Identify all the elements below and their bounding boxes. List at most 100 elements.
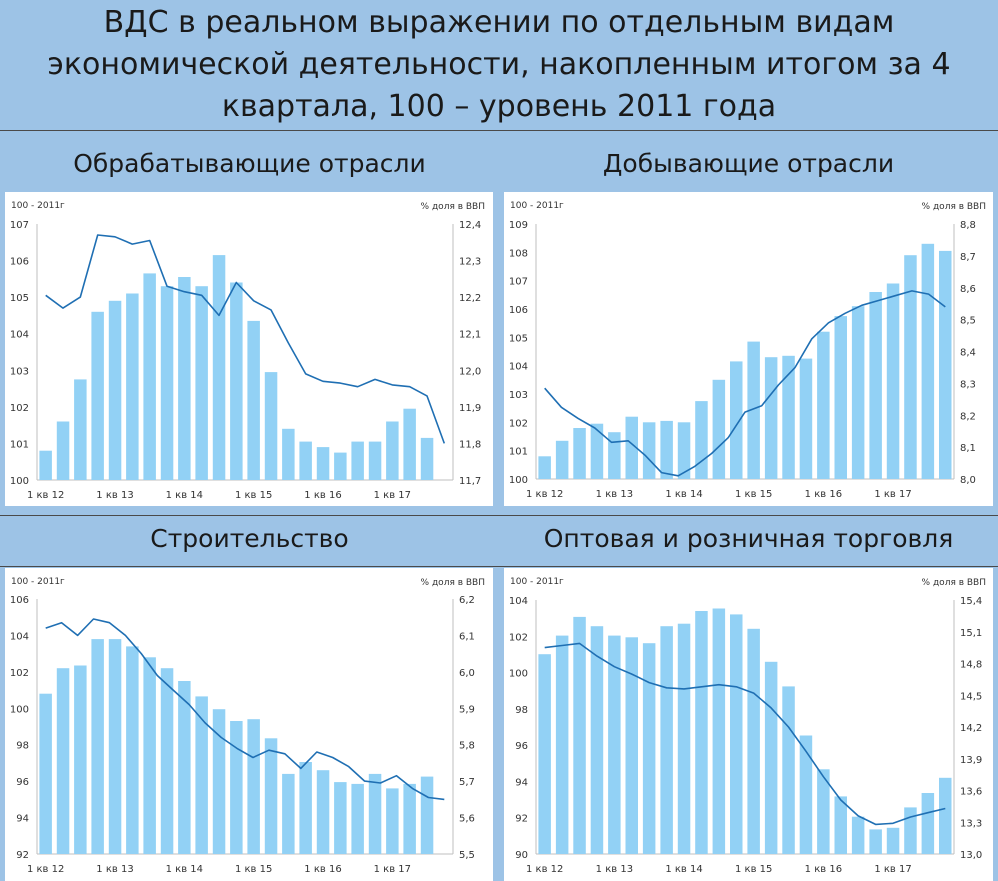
- x-tick-label: 1 кв 17: [874, 864, 911, 875]
- x-tick-label: 1 кв 14: [665, 489, 702, 500]
- y2-tick-label: 8,8: [960, 220, 976, 231]
- x-tick-label: 1 кв 15: [735, 864, 772, 875]
- y2-tick-label: 14,8: [960, 660, 982, 671]
- y-tick-label: 104: [10, 330, 29, 341]
- y2-tick-label: 14,5: [960, 691, 982, 702]
- bar: [178, 681, 191, 854]
- bar: [799, 735, 813, 854]
- bar: [625, 416, 638, 479]
- bar: [264, 738, 278, 854]
- bar: [904, 807, 917, 854]
- x-tick-label: 1 кв 16: [805, 489, 842, 500]
- x-tick-label: 1 кв 17: [374, 864, 411, 875]
- x-tick-label: 1 кв 12: [27, 864, 64, 875]
- y2-tick-label: 12,0: [459, 366, 481, 377]
- bar: [299, 762, 312, 854]
- bar: [195, 286, 208, 480]
- chart-title-trade: Оптовая и розничная торговля: [543, 523, 954, 553]
- chart-construction: 100 - 2011г % доля в ВВП 92 94 96 98 100 102 104…: [10, 577, 485, 875]
- x-tick-label: 1 кв 13: [596, 489, 633, 500]
- y-tick-label: 101: [509, 447, 528, 458]
- bar: [108, 639, 122, 854]
- y-tick-label: 102: [10, 668, 29, 679]
- x-tick-label: 1 кв 12: [27, 490, 64, 501]
- bar: [625, 637, 638, 854]
- bar: [730, 614, 743, 854]
- y2-tick-label: 12,1: [459, 330, 481, 341]
- chart-manufacturing: 100 - 2011г % доля в ВВП 100 101 102 103 104 10…: [10, 201, 485, 501]
- bar: [677, 623, 691, 854]
- bar: [420, 776, 434, 854]
- bar: [195, 696, 208, 854]
- bar: [851, 816, 865, 854]
- chart-title-construction: Строительство: [150, 523, 349, 553]
- bar: [368, 441, 382, 480]
- right-axis-caption: % доля в ВВП: [922, 578, 986, 588]
- chart-panel-manufacturing: 100 - 2011г % доля в ВВП 100 101 102 103 104 10…: [5, 192, 493, 506]
- y2-tick-label: 15,1: [960, 628, 982, 639]
- bar: [160, 286, 174, 480]
- y-tick-label: 98: [16, 741, 29, 752]
- bar: [56, 421, 70, 480]
- bar: [230, 721, 243, 854]
- y2-tick-label: 5,6: [459, 814, 475, 825]
- y2-tick-label: 8,1: [960, 443, 976, 454]
- right-axis-caption: % доля в ВВП: [922, 202, 986, 212]
- x-tick-label: 1 кв 15: [735, 489, 772, 500]
- chart-panel-mining: 100 - 2011г % доля в ВВП 100 101 102 103 104 10…: [504, 192, 993, 506]
- y-tick-label: 104: [10, 631, 29, 642]
- y2-tick-label: 8,3: [960, 379, 976, 390]
- y2-tick-label: 12,3: [459, 257, 481, 268]
- y-tick-label: 96: [515, 741, 528, 752]
- bar: [590, 626, 604, 854]
- left-axis-caption: 100 - 2011г: [510, 201, 564, 211]
- y-tick-label: 109: [509, 220, 528, 231]
- y-tick-label: 98: [515, 705, 528, 716]
- y-tick-label: 106: [10, 257, 29, 268]
- bar: [282, 773, 295, 854]
- left-axis-caption: 100 - 2011г: [11, 577, 65, 587]
- chart-trade: 100 - 2011г % доля в ВВП 90 92 94 96 98 100 102 1…: [509, 577, 986, 875]
- bar: [921, 793, 935, 854]
- bar: [351, 441, 364, 480]
- bar: [74, 379, 87, 480]
- bar: [712, 379, 726, 479]
- x-tick-label: 1 кв 12: [526, 489, 563, 500]
- y-tick-label: 92: [515, 814, 528, 825]
- left-axis-caption: 100 - 2011г: [510, 577, 564, 587]
- x-tick-label: 1 кв 14: [665, 864, 702, 875]
- bar: [555, 440, 569, 479]
- y-tick-label: 92: [16, 850, 29, 861]
- y-tick-label: 107: [509, 277, 528, 288]
- y-tick-label: 107: [10, 220, 29, 231]
- y2-tick-label: 8,2: [960, 411, 976, 422]
- bar: [764, 357, 778, 479]
- x-tick-label: 1 кв 13: [96, 864, 133, 875]
- x-tick-label: 1 кв 13: [96, 490, 133, 501]
- y2-tick-label: 12,4: [459, 220, 481, 231]
- x-tick-label: 1 кв 12: [526, 864, 563, 875]
- bar: [316, 447, 330, 480]
- y-tick-label: 102: [509, 632, 528, 643]
- bar: [869, 829, 882, 854]
- bar: [143, 657, 156, 854]
- bar: [316, 770, 330, 854]
- y2-tick-label: 13,3: [960, 818, 982, 829]
- bar: [264, 372, 278, 480]
- bar: [39, 693, 52, 854]
- bar: [386, 421, 399, 480]
- bar: [921, 243, 935, 479]
- y-tick-label: 105: [509, 333, 528, 344]
- bar: [747, 341, 760, 479]
- right-axis-caption: % доля в ВВП: [421, 578, 485, 588]
- bar: [660, 420, 673, 479]
- right-axis-caption: % доля в ВВП: [421, 202, 485, 212]
- bar: [695, 611, 708, 854]
- chart-title-manufacturing: Обрабатывающие отрасли: [73, 148, 426, 178]
- bar: [590, 423, 604, 479]
- y2-tick-label: 5,7: [459, 777, 475, 788]
- bar: [334, 452, 347, 480]
- bar: [178, 277, 191, 480]
- bar: [608, 635, 621, 854]
